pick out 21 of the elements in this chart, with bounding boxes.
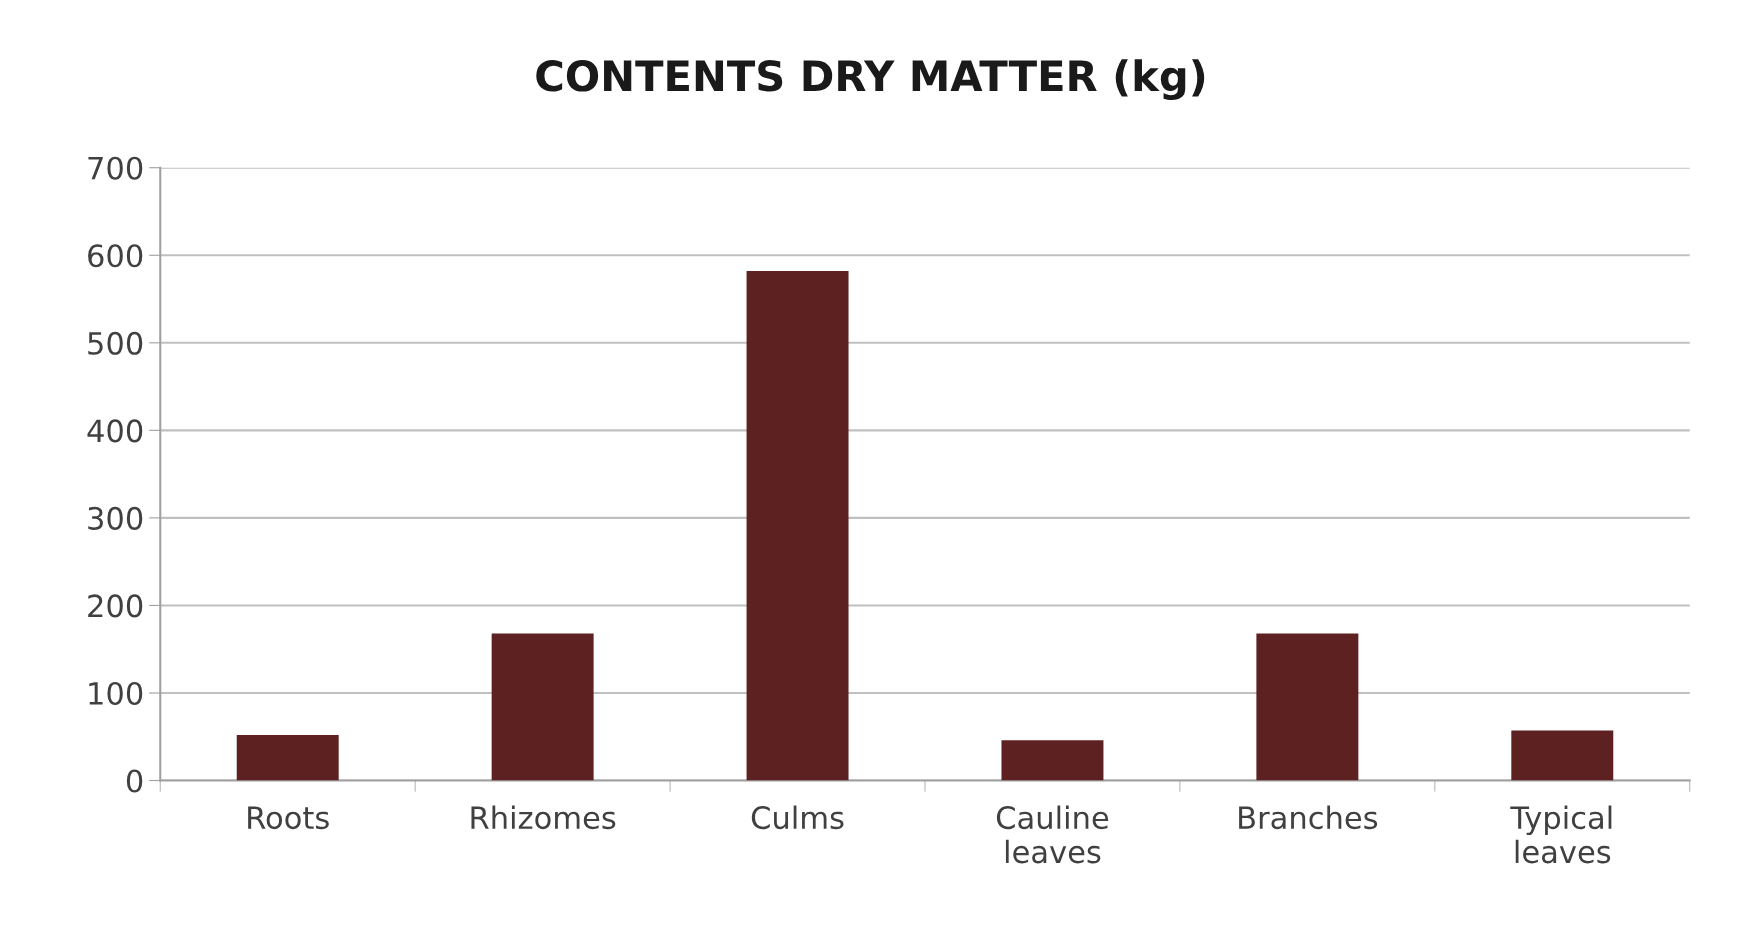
x-tick-label: Cauline leaves xyxy=(996,805,1109,864)
x-tick-label: Typical leaves xyxy=(1510,805,1612,864)
y-tick-label: 400 xyxy=(87,419,143,443)
y-tick-label: 500 xyxy=(88,331,143,355)
x-tick-label: Roots xyxy=(248,806,329,830)
bar xyxy=(1256,633,1359,781)
bar xyxy=(1511,730,1614,781)
x-tick-label: Culms xyxy=(751,805,844,830)
chart-title: CONTENTS DRY MATTER (kg) xyxy=(536,59,1205,100)
x-tick-label: Branches xyxy=(1239,805,1378,830)
y-tick-label: 700 xyxy=(88,156,143,180)
y-tick-label: 200 xyxy=(88,594,143,618)
bar xyxy=(491,633,594,781)
y-tick-label: 100 xyxy=(89,681,143,706)
bar xyxy=(746,271,849,781)
y-tick-label: 0 xyxy=(126,769,143,793)
bar xyxy=(236,735,339,781)
bar xyxy=(1001,740,1104,781)
y-tick-label: 300 xyxy=(88,506,143,530)
y-tick-label: 600 xyxy=(88,244,143,268)
x-tick-label: Rhizomes xyxy=(471,805,616,830)
